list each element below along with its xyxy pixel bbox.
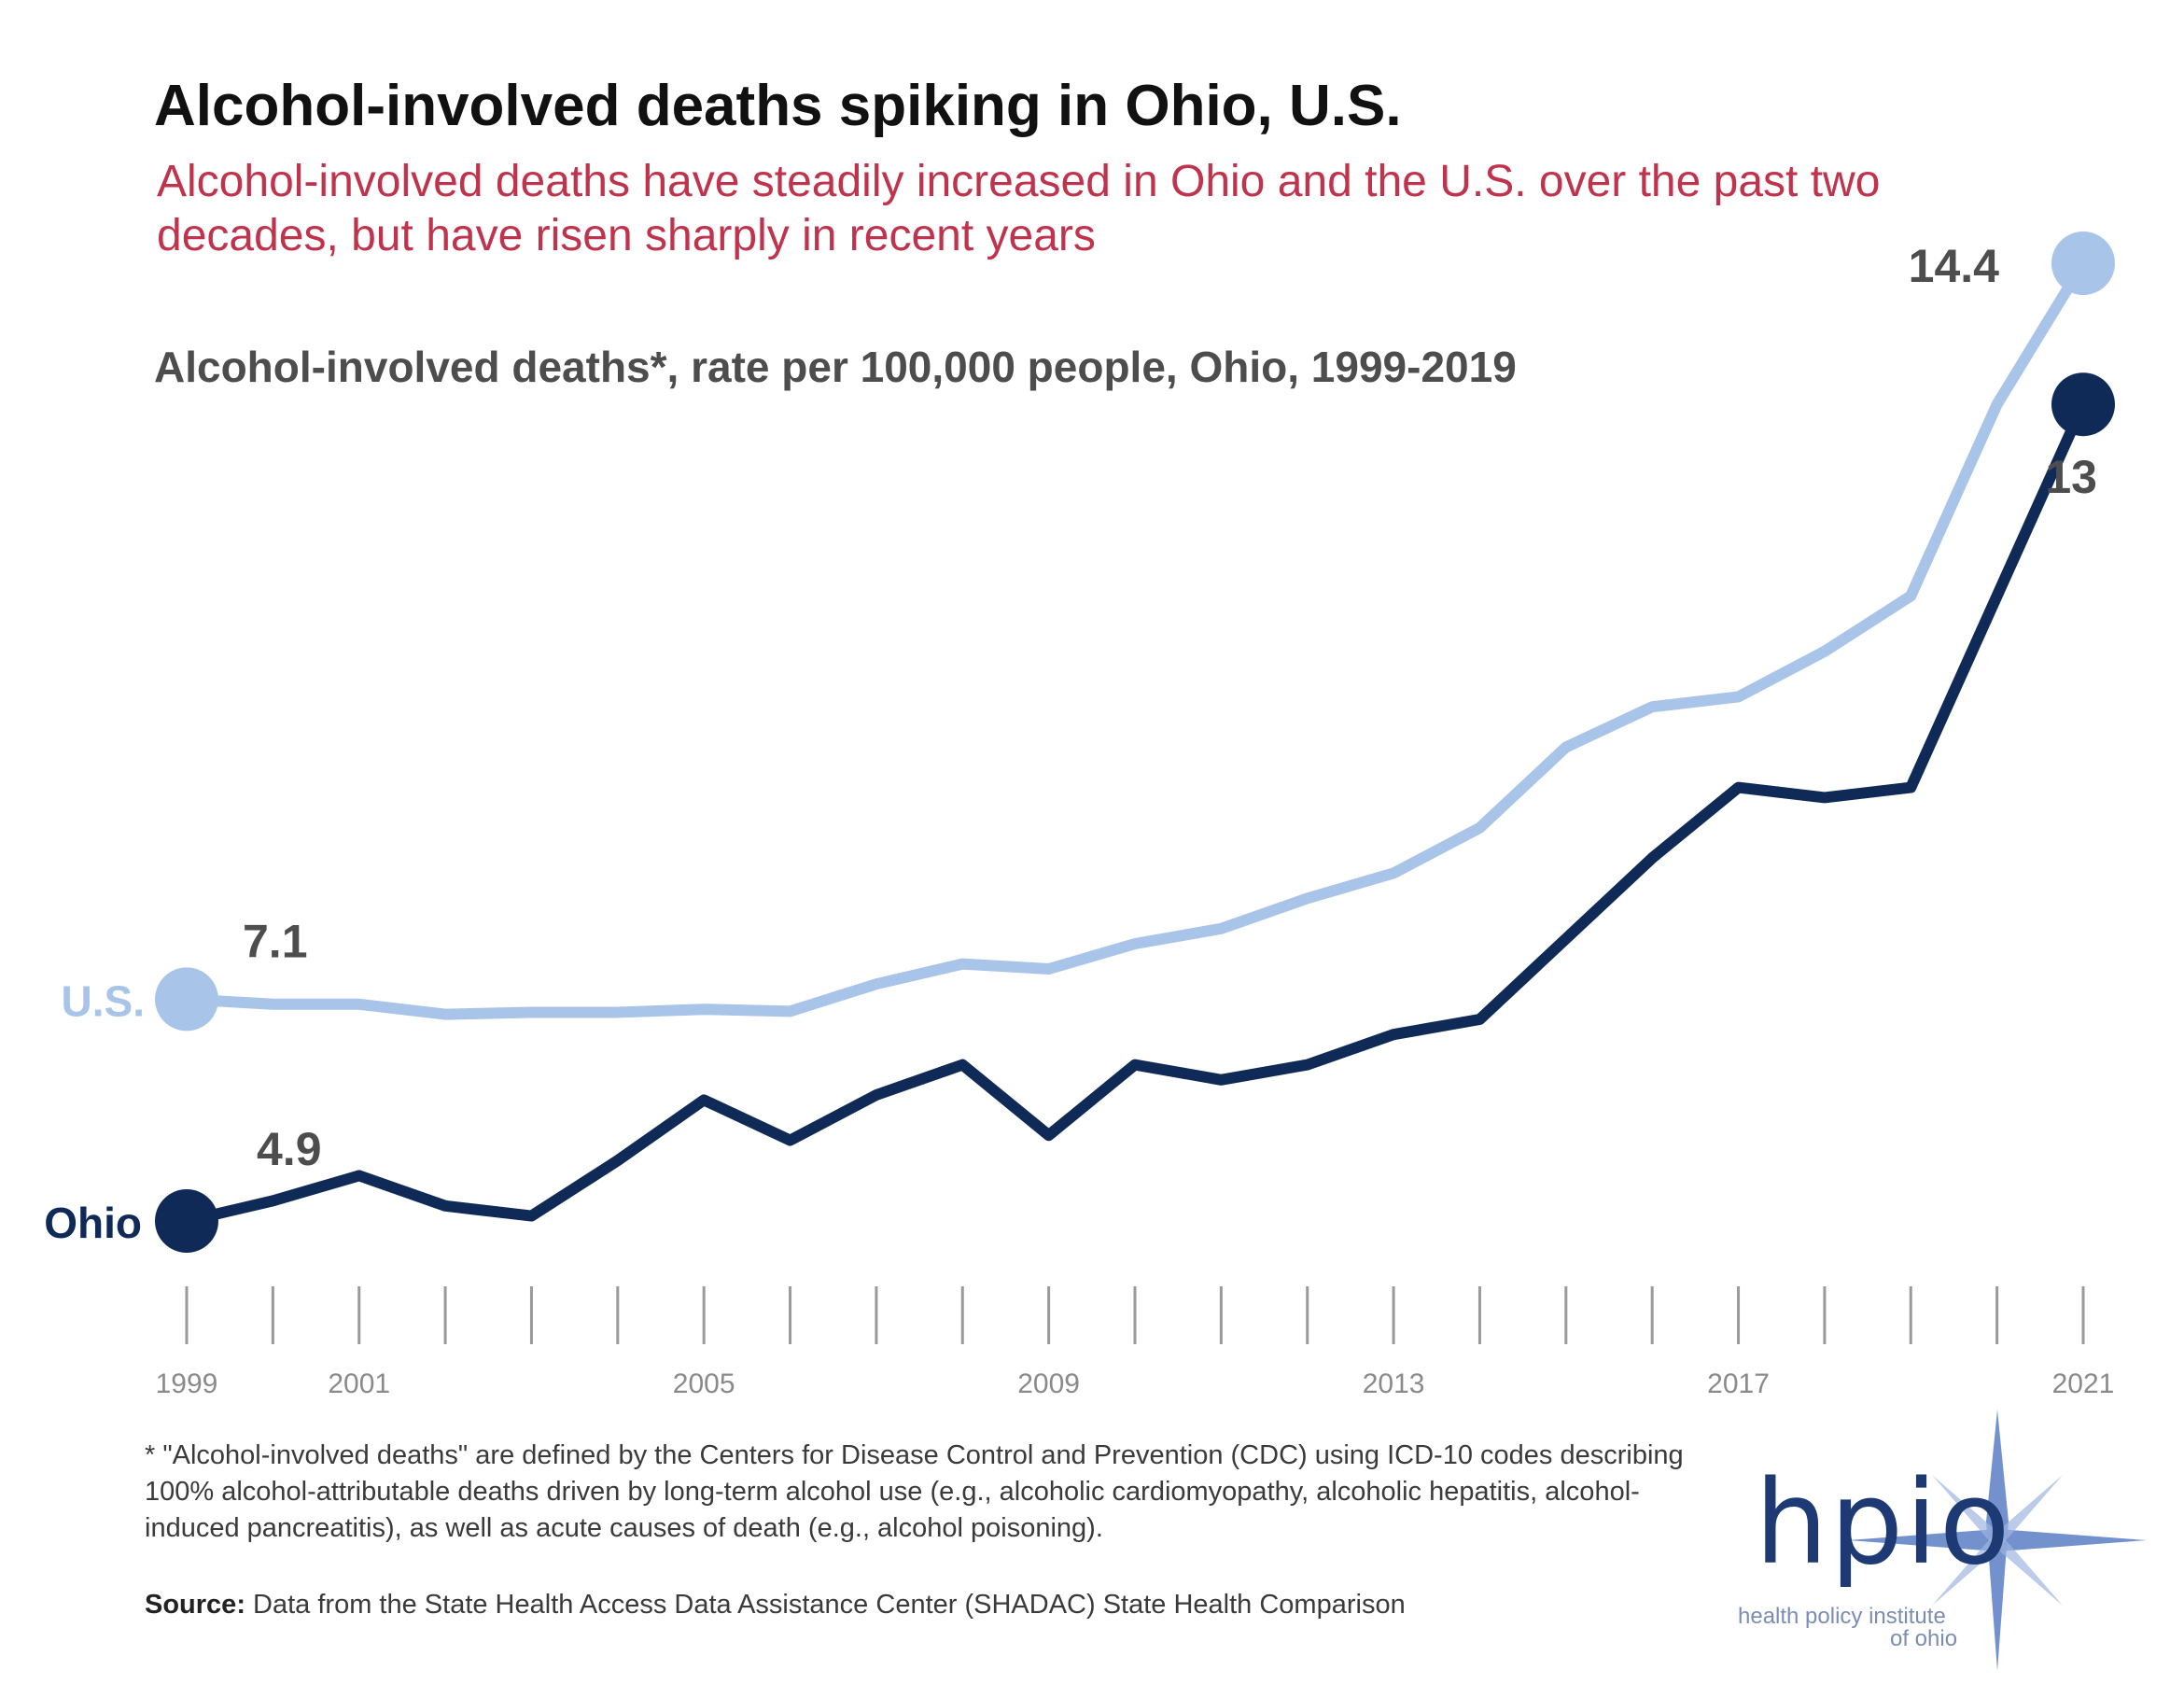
data-label-start: 4.9	[257, 1123, 322, 1175]
data-label-end: 13	[2045, 451, 2097, 503]
series-markers	[155, 232, 2115, 1253]
series-name-label: U.S.	[62, 976, 145, 1025]
x-tick-label: 2017	[1707, 1368, 1770, 1399]
data-label-end: 14.4	[1909, 240, 2000, 292]
x-axis-ticks	[185, 1286, 2085, 1344]
series-line-us	[181, 258, 2089, 1020]
hpio-star-icon	[1848, 1410, 2147, 1671]
source-text: Data from the State Health Access Data A…	[253, 1590, 1406, 1620]
x-axis-tick-labels: 1999 2001 2005 2009 2013 2017 2021	[156, 1368, 2115, 1399]
footnote: * "Alcohol-involved deaths" are defined …	[145, 1440, 1684, 1543]
data-labels: 7.1 14.4 4.9 13	[243, 240, 2097, 1175]
source-label: Source:	[145, 1590, 245, 1620]
series-start-point	[155, 1189, 218, 1253]
data-label-start: 7.1	[243, 915, 308, 967]
series-end-point	[2051, 372, 2115, 437]
x-tick-label: 1999	[156, 1368, 218, 1399]
logo-wordmark: hpio	[1755, 1456, 2012, 1591]
x-tick-label: 2021	[2052, 1368, 2115, 1399]
x-tick-label: 2005	[673, 1368, 735, 1399]
logo-subtitle-line1: health policy institute	[1738, 1604, 1946, 1629]
chart-title: Alcohol-involved deaths spiking in Ohio,…	[154, 74, 1402, 138]
chart-subtitle: Alcohol-involved deaths have steadily in…	[157, 157, 1881, 260]
series-name-label: Ohio	[44, 1199, 142, 1247]
x-tick-label: 2009	[1017, 1368, 1080, 1399]
x-tick-label: 2001	[328, 1368, 390, 1399]
x-tick-label: 2013	[1363, 1368, 1425, 1399]
series-start-point	[155, 967, 218, 1031]
chart-heading: Alcohol-involved deaths*, rate per 100,0…	[154, 343, 1517, 391]
logo-subtitle-line2: of ohio	[1890, 1626, 1958, 1651]
series-end-point	[2051, 232, 2115, 295]
series-line-ohio	[181, 399, 2089, 1227]
series-lines	[181, 258, 2089, 1227]
source-note: Source: Data from the State Health Acces…	[145, 1587, 1685, 1623]
series-labels: U.S. Ohio	[44, 976, 145, 1247]
line-chart: 1999 2001 2005 2009 2013 2017 2021 7.1 14.4 4.9 1…	[44, 232, 2115, 1399]
